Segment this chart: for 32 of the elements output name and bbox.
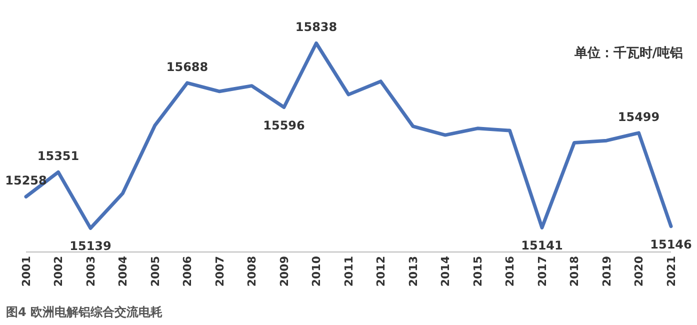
data-label: 15838 bbox=[295, 20, 338, 34]
data-label: 15596 bbox=[263, 118, 305, 132]
x-tick-label: 2002 bbox=[52, 256, 66, 287]
x-tick-label: 2018 bbox=[568, 256, 582, 287]
x-tick-label: 2001 bbox=[20, 256, 33, 287]
data-label: 15139 bbox=[70, 239, 112, 254]
data-label: 15141 bbox=[521, 238, 563, 253]
x-tick-label: 2017 bbox=[536, 256, 549, 287]
x-tick-label: 2007 bbox=[213, 256, 226, 287]
x-tick-label: 2012 bbox=[374, 256, 388, 287]
x-tick-label: 2014 bbox=[439, 256, 452, 287]
annotation: 单位：千瓦时/吨铝 bbox=[574, 44, 683, 62]
x-tick-label: 2004 bbox=[116, 256, 130, 287]
data-label: 15499 bbox=[618, 110, 660, 124]
data-label: 15688 bbox=[166, 60, 208, 74]
x-tick-label: 2009 bbox=[278, 256, 291, 287]
x-tick-label: 2016 bbox=[504, 256, 517, 287]
x-tick-label: 2010 bbox=[310, 256, 324, 287]
x-tick-label: 2019 bbox=[600, 256, 614, 287]
x-tick-label: 2015 bbox=[471, 256, 484, 287]
data-label: 15351 bbox=[37, 149, 80, 164]
x-tick-label: 2008 bbox=[246, 256, 259, 287]
x-tick-label: 2020 bbox=[632, 256, 646, 287]
x-tick-label: 2003 bbox=[84, 256, 98, 287]
x-tick-label: 2021 bbox=[664, 256, 678, 287]
x-tick-label: 2006 bbox=[181, 256, 194, 287]
x-tick-label: 2011 bbox=[342, 256, 356, 287]
x-tick-label: 2013 bbox=[406, 256, 420, 287]
x-tick-label: 2005 bbox=[148, 256, 162, 287]
text: 图4 欧洲电解铝综合交流电耗 bbox=[6, 304, 163, 321]
data-label: 15146 bbox=[650, 237, 692, 252]
data-label: 15258 bbox=[5, 174, 47, 188]
